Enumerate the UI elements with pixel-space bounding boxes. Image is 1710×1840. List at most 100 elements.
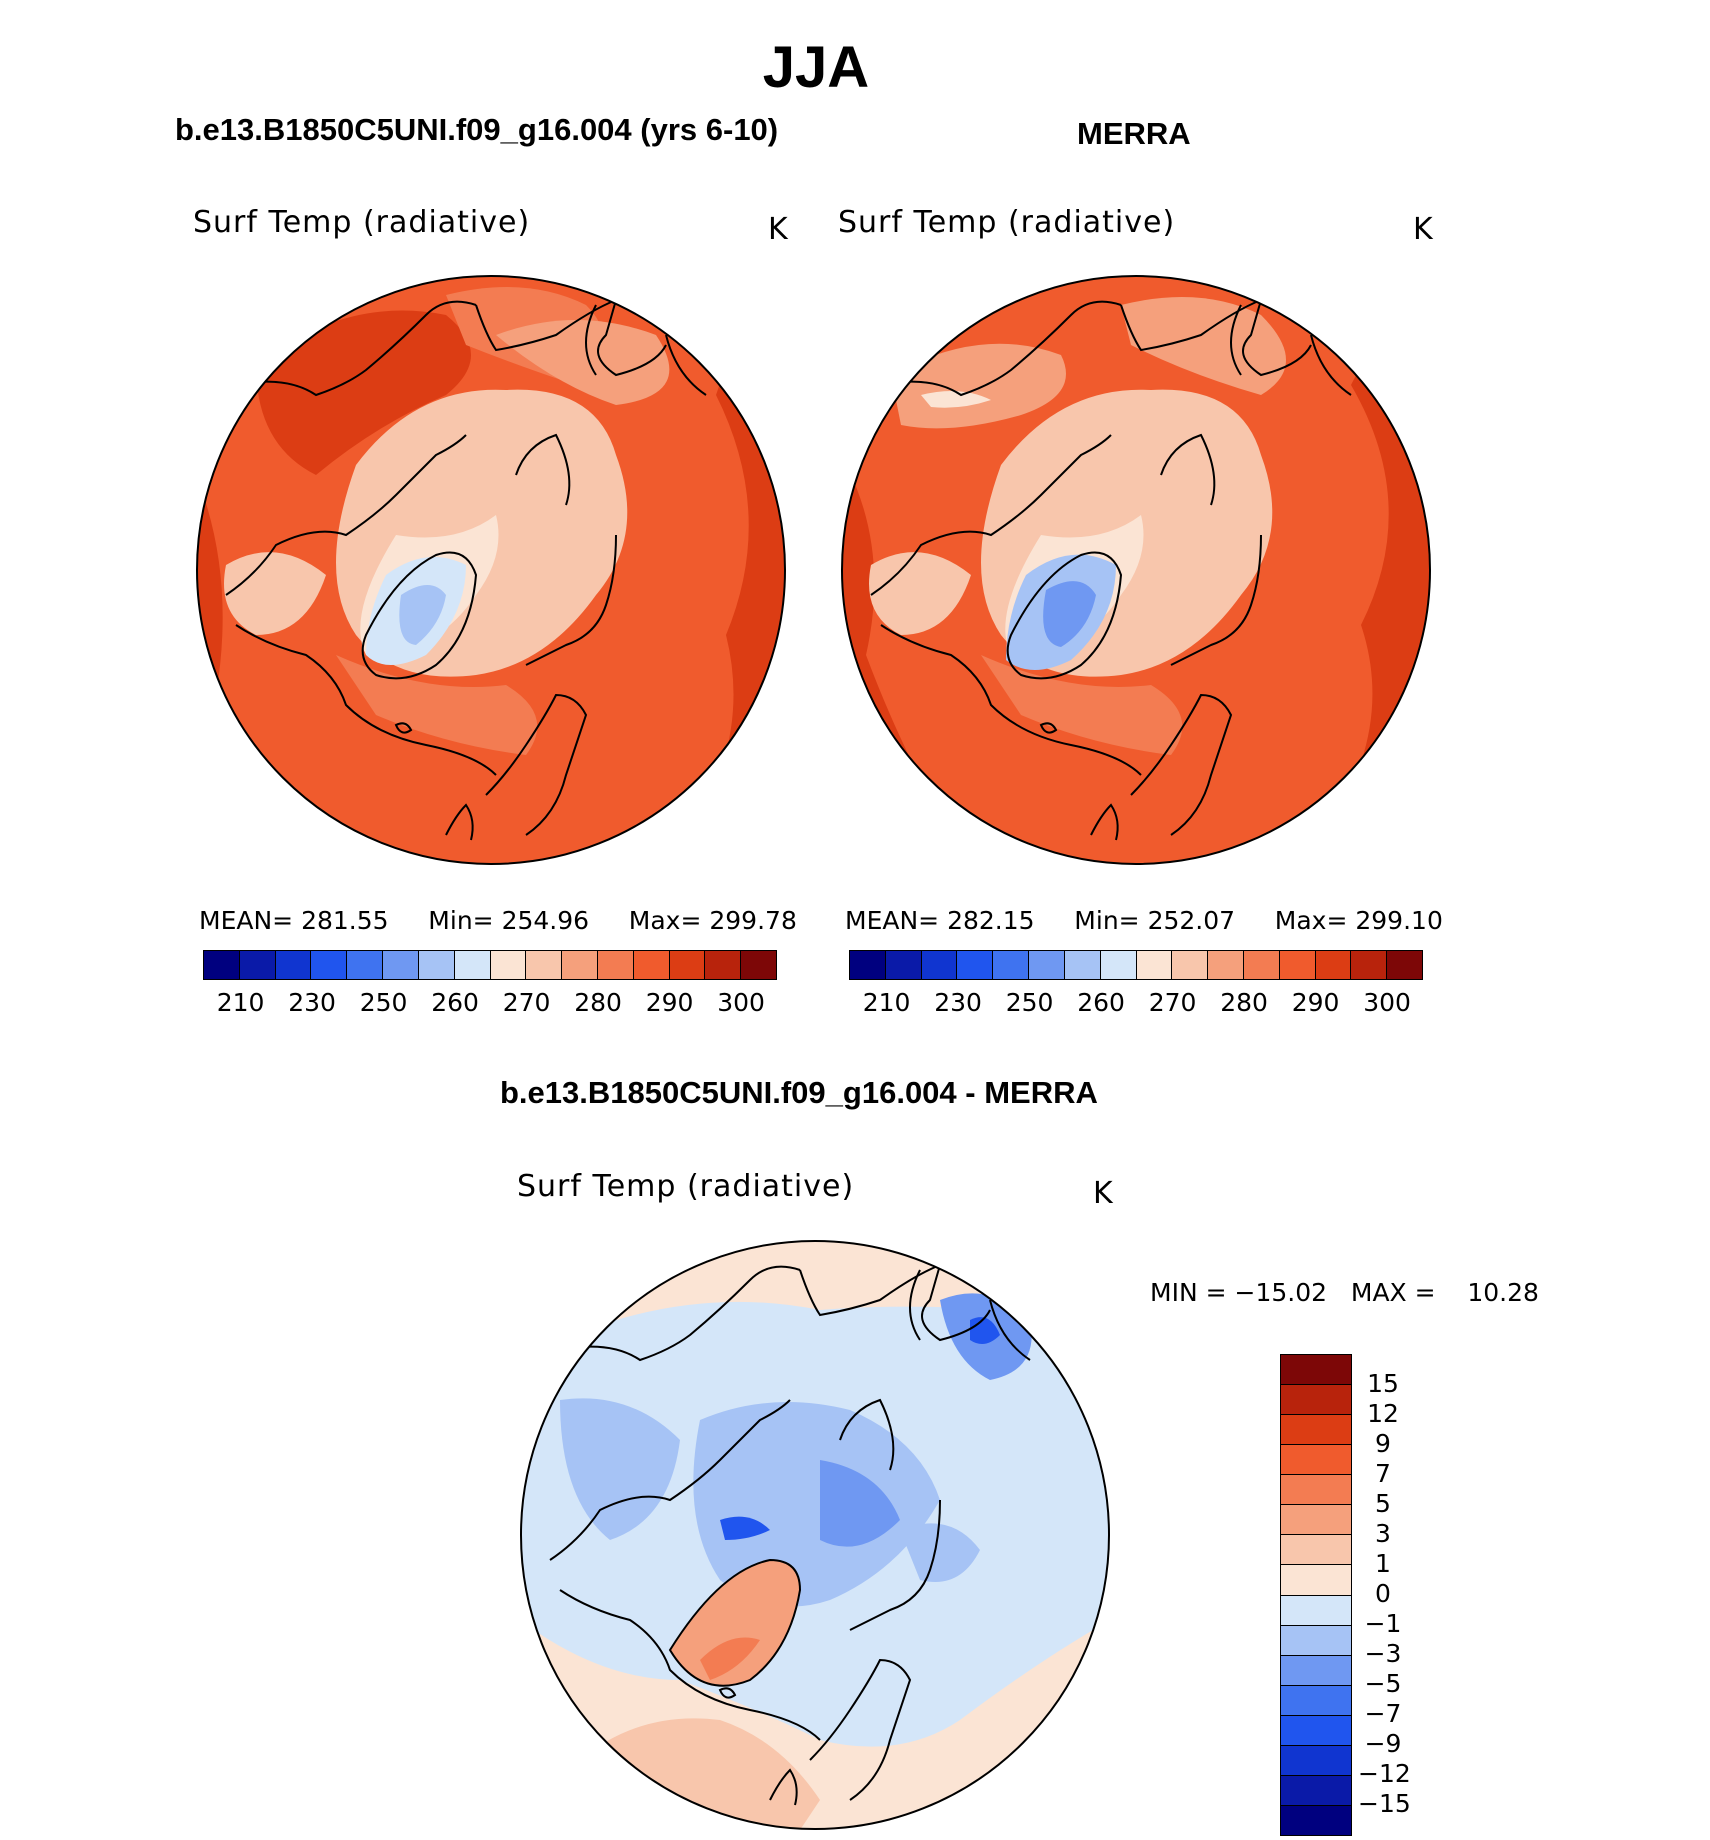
obs-colorbar-swatch <box>1172 951 1209 979</box>
diff-colorbar-tick-label: 3 <box>1375 1519 1391 1548</box>
model-colorbar-tick-label: 210 <box>216 988 265 1017</box>
obs-units-label: K <box>1413 212 1433 247</box>
diff-colorbar-swatch <box>1281 1415 1351 1446</box>
diff-colorbar-tick-label: 15 <box>1367 1369 1399 1398</box>
obs-colorbar-swatch <box>1243 951 1280 979</box>
diff-min-value: −15.02 <box>1234 1278 1328 1307</box>
model-min-label: Min= <box>428 906 494 935</box>
model-max-value: 299.78 <box>709 906 797 935</box>
model-colorbar-swatch <box>275 951 312 979</box>
obs-panel-title: MERRA <box>1077 116 1191 151</box>
diff-colorbar-tick-label: 0 <box>1375 1579 1391 1608</box>
obs-coastlines <box>870 298 1352 841</box>
obs-colorbar-swatch <box>1351 951 1388 979</box>
diff-colorbar-swatch <box>1281 1535 1351 1566</box>
diff-colorbar-tick-label: 1 <box>1375 1549 1391 1578</box>
model-colorbar-swatch <box>204 951 240 979</box>
model-mean-value: 281.55 <box>301 906 389 935</box>
obs-colorbar-swatch <box>1029 951 1065 979</box>
diff-coastlines <box>549 1263 1031 1806</box>
obs-colorbar-swatch <box>921 951 958 979</box>
model-colorbar-tick-label: 250 <box>359 988 408 1017</box>
model-colorbar-swatch <box>454 951 491 979</box>
obs-colorbar-swatch <box>850 951 886 979</box>
diff-colorbar-swatch <box>1281 1685 1351 1716</box>
diff-colorbar-swatch <box>1281 1565 1351 1596</box>
model-colorbar <box>203 950 777 980</box>
diff-min-label: MIN = <box>1150 1278 1227 1307</box>
diff-colorbar-swatch <box>1281 1355 1351 1386</box>
diff-colorbar-swatch <box>1281 1715 1351 1746</box>
model-colorbar-swatch <box>633 951 670 979</box>
model-colorbar-swatch <box>669 951 706 979</box>
diff-colorbar-swatch <box>1281 1475 1351 1506</box>
model-colorbar-swatch <box>562 951 598 979</box>
diff-colorbar-tick-label: −5 <box>1364 1669 1402 1698</box>
model-mean-label: MEAN= <box>199 906 294 935</box>
figure-title: JJA <box>762 35 870 100</box>
obs-mean-label: MEAN= <box>845 906 940 935</box>
model-coastlines <box>225 298 707 841</box>
diff-colorbar-tick-label: 5 <box>1375 1489 1391 1518</box>
diff-colorbar <box>1280 1354 1352 1836</box>
obs-colorbar-tick-label: 210 <box>862 988 911 1017</box>
obs-colorbar-tick-label: 250 <box>1005 988 1054 1017</box>
obs-colorbar <box>849 950 1423 980</box>
diff-variable-label: Surf Temp (radiative) <box>517 1169 855 1204</box>
diff-colorbar-tick-label: 12 <box>1367 1399 1399 1428</box>
diff-max-label: MAX = <box>1350 1278 1436 1307</box>
obs-variable-label: Surf Temp (radiative) <box>838 205 1176 240</box>
model-panel-title: b.e13.B1850C5UNI.f09_g16.004 (yrs 6-10) <box>175 112 779 147</box>
model-colorbar-tick-label: 230 <box>288 988 336 1017</box>
model-colorbar-swatch <box>311 951 348 979</box>
obs-polar-map <box>841 275 1431 865</box>
obs-colorbar-swatch <box>885 951 922 979</box>
diff-colorbar-swatch <box>1281 1655 1351 1686</box>
model-colorbar-swatch <box>526 951 563 979</box>
diff-colorbar-swatch <box>1281 1625 1351 1656</box>
diff-colorbar-tick-label: −12 <box>1358 1759 1411 1788</box>
obs-colorbar-ticks: 210 230 250 260 270 280 290 300 <box>849 988 1421 1018</box>
model-colorbar-swatch <box>597 951 634 979</box>
diff-max-value: 10.28 <box>1467 1278 1539 1307</box>
model-max-label: Max= <box>628 906 702 935</box>
obs-colorbar-tick-label: 300 <box>1363 988 1411 1017</box>
obs-colorbar-tick-label: 270 <box>1148 988 1197 1017</box>
diff-colorbar-tick-label: 7 <box>1375 1459 1391 1488</box>
obs-min-label: Min= <box>1074 906 1140 935</box>
model-colorbar-tick-label: 280 <box>574 988 622 1017</box>
model-colorbar-swatch <box>347 951 384 979</box>
diff-colorbar-swatch <box>1281 1745 1351 1776</box>
diff-colorbar-swatch <box>1281 1805 1351 1835</box>
model-units-label: K <box>768 212 788 247</box>
diff-colorbar-swatch <box>1281 1775 1351 1806</box>
model-colorbar-swatch <box>383 951 419 979</box>
diff-colorbar-swatch <box>1281 1595 1351 1626</box>
diff-map-border <box>520 1240 1110 1830</box>
obs-colorbar-tick-label: 280 <box>1220 988 1268 1017</box>
diff-colorbar-tick-label: −9 <box>1364 1729 1402 1758</box>
obs-min-value: 252.07 <box>1147 906 1236 935</box>
obs-max-value: 299.10 <box>1355 906 1443 935</box>
diff-colorbar-swatch <box>1281 1445 1351 1476</box>
diff-colorbar-tick-label: −7 <box>1364 1699 1402 1728</box>
diff-units-label: K <box>1093 1176 1113 1211</box>
diff-panel-title: b.e13.B1850C5UNI.f09_g16.004 - MERRA <box>500 1075 1098 1110</box>
diff-colorbar-tick-label: −1 <box>1364 1609 1402 1638</box>
obs-colorbar-tick-label: 260 <box>1077 988 1125 1017</box>
obs-map-border <box>841 275 1431 865</box>
diff-colorbar-swatch <box>1281 1385 1351 1416</box>
obs-max-label: Max= <box>1274 906 1348 935</box>
obs-colorbar-swatch <box>1064 951 1101 979</box>
obs-colorbar-tick-label: 230 <box>934 988 982 1017</box>
obs-colorbar-swatch <box>1387 951 1422 979</box>
obs-colorbar-swatch <box>1100 951 1137 979</box>
model-map-border <box>196 275 786 865</box>
diff-polar-map <box>520 1240 1110 1830</box>
obs-colorbar-swatch <box>993 951 1030 979</box>
model-colorbar-tick-label: 290 <box>645 988 694 1017</box>
model-polar-map <box>196 275 786 865</box>
diff-colorbar-tick-label: 9 <box>1375 1429 1391 1458</box>
obs-colorbar-swatch <box>1315 951 1352 979</box>
model-colorbar-swatch <box>490 951 527 979</box>
